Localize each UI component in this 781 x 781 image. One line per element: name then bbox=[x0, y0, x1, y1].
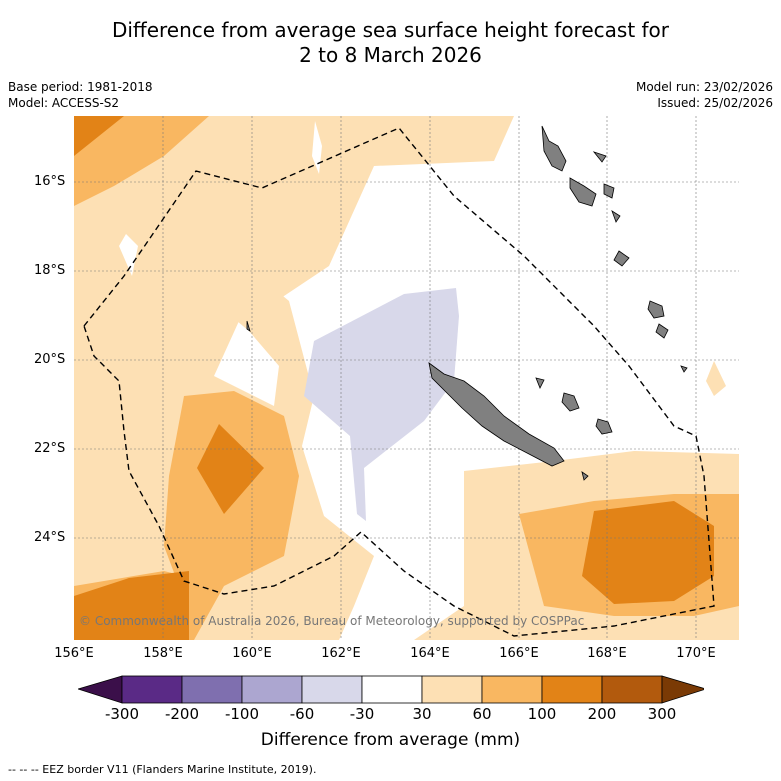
anomaly-60-100-nw bbox=[74, 116, 209, 206]
loyalty-ouvea bbox=[535, 377, 545, 389]
title-line-1: Difference from average sea surface heig… bbox=[111, 18, 670, 42]
loyalty-mare bbox=[595, 418, 613, 435]
anomaly-100-200-west bbox=[197, 424, 264, 514]
anomaly-100-200-east bbox=[582, 501, 714, 604]
colorbar-swatch--30-to-30 bbox=[361, 675, 423, 704]
lon-label-170e: 170°E bbox=[676, 646, 716, 661]
eez-border bbox=[83, 127, 715, 637]
colorbar-swatch--300-to--200 bbox=[121, 675, 183, 704]
lon-label-164e: 164°E bbox=[410, 646, 450, 661]
colorbar-tick-label: -300 bbox=[104, 705, 140, 723]
lon-label-158e: 158°E bbox=[143, 646, 183, 661]
meta-left: Base period: 1981-2018 Model: ACCESS-S2 bbox=[8, 79, 153, 111]
base-period: Base period: 1981-2018 bbox=[8, 80, 153, 94]
map-panel bbox=[74, 116, 739, 640]
colorbar-tick-label: 100 bbox=[527, 705, 557, 723]
lat-label-16s: 16°S bbox=[34, 174, 66, 189]
colorbar-swatch-60-to-100 bbox=[481, 675, 543, 704]
colorbar-extend-low bbox=[78, 675, 123, 704]
anomaly-100-200-nw bbox=[74, 116, 124, 156]
model-name: Model: ACCESS-S2 bbox=[8, 96, 120, 110]
eez-legend: -- -- -- EEZ border V11 (Flanders Marine… bbox=[8, 763, 317, 776]
loyalty-lifou bbox=[561, 392, 580, 412]
colorbar-tick-label: -200 bbox=[164, 705, 200, 723]
vanuatu-espiritu-santo bbox=[541, 125, 567, 172]
vanuatu-malakula bbox=[569, 177, 597, 207]
colorbar-swatch-30-to-60 bbox=[421, 675, 483, 704]
lon-label-160e: 160°E bbox=[232, 646, 272, 661]
lon-label-166e: 166°E bbox=[499, 646, 539, 661]
vanuatu-efate bbox=[613, 250, 630, 267]
lon-label-162e: 162°E bbox=[321, 646, 361, 661]
colorbar-swatch--60-to--30 bbox=[301, 675, 363, 704]
colorbar-swatch-200-to-300 bbox=[601, 675, 663, 704]
colorbar-extend-high bbox=[661, 675, 704, 704]
colorbar-tick-label: -30 bbox=[349, 705, 375, 723]
lon-label-156e: 156°E bbox=[54, 646, 94, 661]
copyright-notice: © Commonwealth of Australia 2026, Bureau… bbox=[79, 614, 585, 628]
anomaly-100-200-sw bbox=[74, 571, 189, 640]
anomaly-neg-30-60 bbox=[304, 288, 459, 521]
lon-label-168e: 168°E bbox=[587, 646, 627, 661]
colorbar bbox=[78, 675, 704, 704]
map-title: Difference from average sea surface heig… bbox=[0, 18, 781, 68]
lat-label-24s: 24°S bbox=[34, 530, 66, 545]
issued-date: Issued: 25/02/2026 bbox=[657, 96, 773, 110]
colorbar-swatch--100-to--60 bbox=[241, 675, 303, 704]
colorbar-swatch--200-to--100 bbox=[181, 675, 243, 704]
colorbar-tick-label: 60 bbox=[472, 705, 492, 723]
land-masses bbox=[246, 125, 688, 481]
lat-label-18s: 18°S bbox=[34, 263, 66, 278]
lat-label-22s: 22°S bbox=[34, 441, 66, 456]
vanuatu-tanna bbox=[655, 323, 669, 339]
meta-right: Model run: 23/02/2026 Issued: 25/02/2026 bbox=[636, 79, 773, 111]
vanuatu-erromango bbox=[647, 300, 665, 319]
title-line-2: 2 to 8 March 2026 bbox=[299, 43, 482, 67]
model-run: Model run: 23/02/2026 bbox=[635, 80, 773, 94]
colorbar-tick-label: 30 bbox=[412, 705, 432, 723]
colorbar-tick-label: 300 bbox=[647, 705, 677, 723]
colorbar-swatch-100-to-200 bbox=[541, 675, 603, 704]
graticule bbox=[74, 116, 739, 640]
colorbar-tick-label: -60 bbox=[289, 705, 315, 723]
colorbar-tick-label: -100 bbox=[224, 705, 260, 723]
new-caledonia bbox=[428, 362, 565, 467]
colorbar-title: Difference from average (mm) bbox=[260, 730, 521, 750]
colorbar-tick-label: 200 bbox=[587, 705, 617, 723]
lat-label-20s: 20°S bbox=[34, 352, 66, 367]
